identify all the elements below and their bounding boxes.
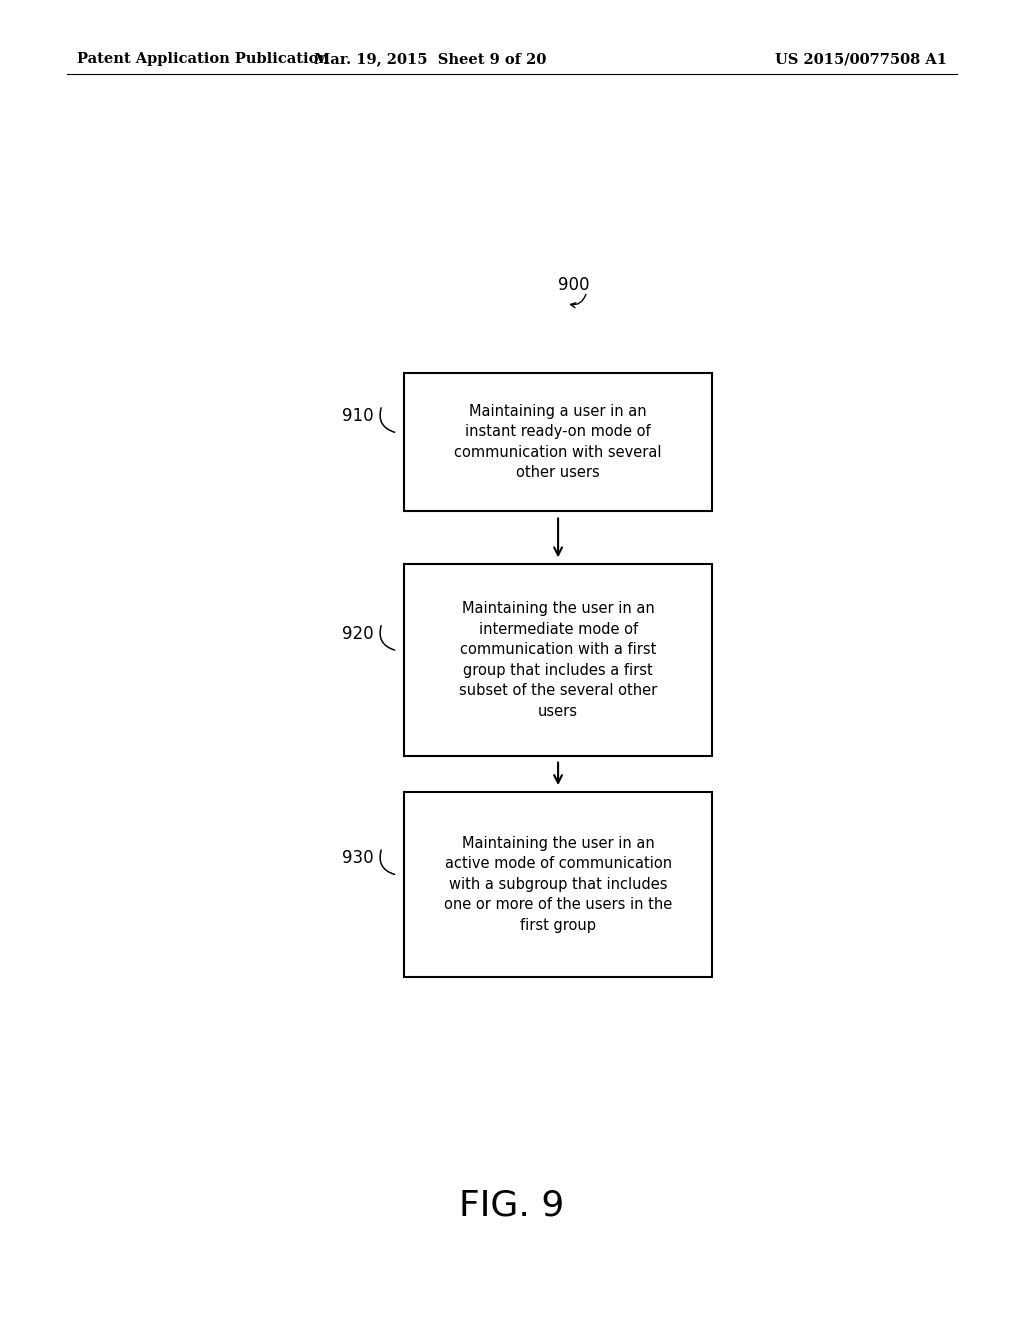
Text: Maintaining the user in an
active mode of communication
with a subgroup that inc: Maintaining the user in an active mode o… [444, 836, 672, 933]
FancyArrowPatch shape [380, 408, 394, 432]
Text: FIG. 9: FIG. 9 [460, 1188, 564, 1222]
Text: 910: 910 [342, 407, 374, 425]
Text: 900: 900 [558, 276, 590, 294]
Text: Maintaining the user in an
intermediate mode of
communication with a first
group: Maintaining the user in an intermediate … [459, 602, 657, 718]
FancyArrowPatch shape [380, 626, 394, 649]
Text: 930: 930 [342, 849, 374, 867]
Text: Patent Application Publication: Patent Application Publication [77, 53, 329, 66]
Text: US 2015/0077508 A1: US 2015/0077508 A1 [775, 53, 947, 66]
FancyArrowPatch shape [380, 850, 394, 874]
Bar [404, 792, 712, 977]
Text: Maintaining a user in an
instant ready-on mode of
communication with several
oth: Maintaining a user in an instant ready-o… [455, 404, 662, 480]
Bar [404, 372, 712, 511]
Text: Mar. 19, 2015  Sheet 9 of 20: Mar. 19, 2015 Sheet 9 of 20 [314, 53, 546, 66]
Bar [404, 565, 712, 755]
Text: 920: 920 [342, 624, 374, 643]
FancyArrowPatch shape [570, 294, 586, 308]
